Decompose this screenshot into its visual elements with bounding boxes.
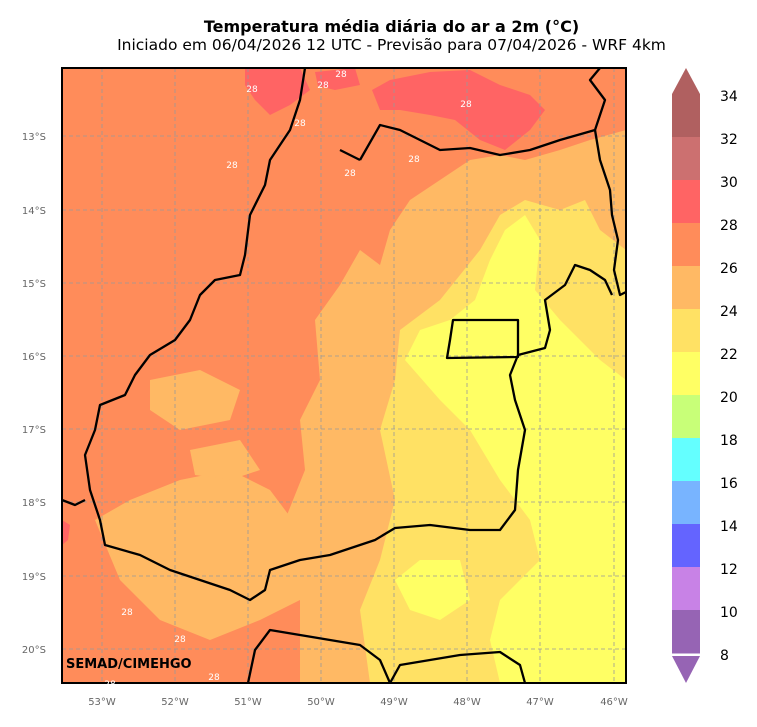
lat-tick-label: 18°S bbox=[22, 498, 46, 509]
border-ms-west bbox=[62, 498, 86, 507]
colorbar-swatch bbox=[672, 180, 700, 224]
state-borders bbox=[62, 68, 626, 683]
lat-tick-label: 13°S bbox=[22, 132, 46, 143]
border-go-to bbox=[359, 68, 607, 161]
band-24-26-patch2 bbox=[190, 440, 260, 480]
contour-label: 28 bbox=[335, 70, 347, 80]
colorbar-swatch bbox=[672, 524, 700, 568]
border-mg-south bbox=[388, 650, 527, 683]
contour-label: 28 bbox=[246, 85, 258, 95]
lat-tick-label: 15°S bbox=[22, 279, 46, 290]
contour-label: 28 bbox=[294, 119, 306, 129]
lon-tick-label: 48°W bbox=[453, 697, 481, 708]
colorbar-label: 22 bbox=[720, 347, 738, 363]
colorbar-label: 20 bbox=[720, 390, 738, 406]
colorbar-swatch bbox=[672, 352, 700, 396]
colorbar-swatch bbox=[672, 137, 700, 181]
border-go-ms bbox=[246, 628, 392, 683]
border-df bbox=[445, 318, 520, 360]
contour-label: 28 bbox=[344, 169, 356, 179]
lon-tick-label: 47°W bbox=[526, 697, 554, 708]
border-go-ba bbox=[593, 129, 626, 297]
lon-tick-label: 53°W bbox=[88, 697, 116, 708]
contour-label: 28 bbox=[408, 155, 420, 165]
colorbar-swatch bbox=[672, 94, 700, 138]
lat-tick-label: 20°S bbox=[22, 645, 46, 656]
contour-label: 28 bbox=[460, 100, 472, 110]
border-top-n bbox=[339, 148, 361, 162]
lon-tick-label: 46°W bbox=[600, 697, 628, 708]
lat-tick-label: 14°S bbox=[22, 206, 46, 217]
lat-axis: 13°S 14°S 15°S 16°S 17°S 18°S 19°S 20°S bbox=[22, 132, 46, 656]
colorbar-swatch bbox=[672, 309, 700, 353]
lon-tick-label: 49°W bbox=[380, 697, 408, 708]
band-20-22 bbox=[405, 215, 626, 683]
colorbar-swatch bbox=[672, 438, 700, 482]
band-24-26-patch bbox=[150, 370, 240, 430]
colorbar-swatches bbox=[672, 94, 700, 654]
map-frame bbox=[61, 67, 627, 684]
band-28-30-north bbox=[372, 70, 545, 150]
map-title: Temperatura média diária do ar a 2m (°C) bbox=[203, 17, 580, 36]
border-mt-go bbox=[83, 68, 527, 602]
contour-label: 28 bbox=[317, 81, 329, 91]
contour-label: 28 bbox=[208, 673, 220, 683]
colorbar-label: 14 bbox=[720, 519, 738, 535]
lat-tick-label: 17°S bbox=[22, 425, 46, 436]
colorbar-label: 26 bbox=[720, 261, 738, 277]
band-20-22-patch bbox=[395, 560, 470, 620]
contour-label: 28 bbox=[104, 680, 116, 690]
map-subtitle: Iniciado em 06/04/2026 12 UTC - Previsão… bbox=[117, 36, 666, 54]
contour-label: 28 bbox=[121, 608, 133, 618]
band-24-26-west bbox=[95, 470, 300, 640]
colorbar-label: 24 bbox=[720, 304, 738, 320]
colorbar-swatch bbox=[672, 481, 700, 525]
colorbar-max-arrow bbox=[672, 68, 700, 94]
border-go-mg bbox=[517, 263, 614, 357]
contour-labels: 28 28 28 28 28 28 28 28 28 28 28 28 bbox=[104, 70, 472, 690]
colorbar-label: 30 bbox=[720, 175, 738, 191]
lat-tick-label: 19°S bbox=[22, 572, 46, 583]
colorbar-label: 8 bbox=[720, 648, 729, 664]
colorbar-label: 34 bbox=[720, 89, 738, 105]
colorbar-label: 28 bbox=[720, 218, 738, 234]
colorbar-swatch bbox=[672, 266, 700, 310]
graticule bbox=[62, 68, 626, 683]
contour-label: 28 bbox=[174, 635, 186, 645]
colorbar-min-arrow bbox=[672, 656, 700, 683]
brand-label: SEMAD/CIMEHGO bbox=[66, 657, 192, 672]
lon-tick-label: 51°W bbox=[234, 697, 262, 708]
band-28-30-n2 bbox=[315, 68, 360, 90]
contour-label: 28 bbox=[226, 161, 238, 171]
lon-tick-label: 52°W bbox=[161, 697, 189, 708]
lon-tick-label: 50°W bbox=[307, 697, 335, 708]
lat-tick-label: 16°S bbox=[22, 352, 46, 363]
colorbar: 34 32 30 28 26 24 22 20 18 16 14 12 10 8 bbox=[672, 68, 738, 683]
temperature-field bbox=[62, 68, 626, 683]
colorbar-label: 32 bbox=[720, 132, 738, 148]
colorbar-label: 16 bbox=[720, 476, 738, 492]
colorbar-label: 18 bbox=[720, 433, 738, 449]
lon-axis: 53°W 52°W 51°W 50°W 49°W 48°W 47°W 46°W bbox=[88, 697, 628, 708]
colorbar-swatch bbox=[672, 610, 700, 654]
band-28-30-west bbox=[62, 520, 70, 545]
colorbar-swatch bbox=[672, 223, 700, 267]
colorbar-label: 12 bbox=[720, 562, 738, 578]
band-28-30-nw bbox=[245, 68, 310, 115]
colorbar-swatch bbox=[672, 395, 700, 439]
colorbar-labels: 34 32 30 28 26 24 22 20 18 16 14 12 10 8 bbox=[720, 89, 738, 664]
colorbar-label: 10 bbox=[720, 605, 738, 621]
colorbar-swatch bbox=[672, 567, 700, 611]
